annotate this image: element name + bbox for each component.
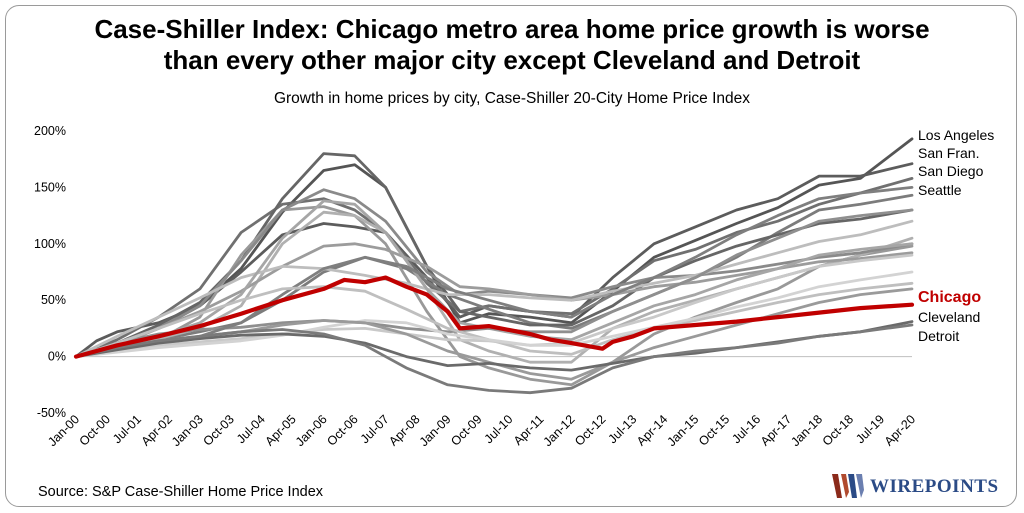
x-tick-label: Oct-09 [448, 412, 484, 448]
x-tick-label: Apr-17 [758, 412, 794, 448]
x-tick-label: Jul-19 [853, 412, 887, 446]
series-label-los-angeles: Los Angeles [918, 127, 994, 143]
chart-frame [5, 5, 1017, 507]
x-tick-label: Jul-13 [605, 412, 639, 446]
series-line-charlotte [74, 270, 914, 358]
x-tick-label: Oct-00 [77, 412, 113, 448]
series-label-chicago: Chicago [918, 289, 981, 306]
x-tick-label: Apr-20 [882, 412, 918, 448]
series-line-tampa [74, 199, 914, 358]
x-tick-label: Jan-06 [293, 412, 330, 449]
series-line-washington [74, 188, 914, 358]
y-tick-label: 150% [34, 180, 66, 194]
series-label-detroit: Detroit [918, 328, 959, 344]
chart-subtitle: Growth in home prices by city, Case-Shil… [273, 90, 751, 107]
chart-title-line-2: than every other major city except Cleve… [163, 45, 861, 75]
x-tick-label: Oct-06 [324, 412, 360, 448]
x-tick-label: Jul-07 [358, 412, 392, 446]
series-label-san-fran: San Fran. [918, 145, 979, 161]
series-line-denver [74, 208, 914, 358]
series-label-cleveland: Cleveland [918, 309, 980, 325]
x-tick-label: Jan-03 [169, 412, 206, 449]
chart-title: Case-Shiller Index: Chicago metro area h… [0, 14, 1024, 76]
x-tick-label: Oct-03 [201, 412, 237, 448]
series-line-chicago [73, 275, 915, 359]
x-tick-label: Apr-02 [139, 412, 175, 448]
y-tick-label: 100% [34, 237, 66, 251]
chart-title-line-1: Case-Shiller Index: Chicago metro area h… [94, 14, 930, 44]
series-label-seattle: Seattle [918, 182, 962, 198]
y-tick-label: 0% [48, 350, 66, 364]
x-tick-label: Jul-10 [482, 412, 516, 446]
wirepoints-logo-text: WIREPOINTS [870, 476, 999, 497]
series-line-detroit [74, 323, 914, 395]
x-tick-label: Jul-16 [729, 412, 763, 446]
series-line-new-york [74, 242, 914, 358]
x-tick-label: Apr-11 [511, 412, 547, 448]
wirepoints-logo: WIREPOINTS [830, 470, 1008, 502]
series-line-boston [74, 219, 914, 358]
x-tick-label: Jul-01 [110, 412, 144, 446]
source-note: Source: S&P Case-Shiller Home Price Inde… [38, 484, 324, 500]
series-line-las-vegas [74, 205, 914, 387]
x-tick-label: Jan-18 [788, 412, 825, 449]
x-tick-label: Apr-08 [386, 412, 422, 448]
x-tick-label: Oct-12 [572, 412, 608, 448]
x-tick-label: Apr-14 [634, 412, 670, 448]
x-tick-label: Jan-15 [664, 412, 701, 449]
series-line-portland [74, 186, 914, 358]
y-tick-label: 50% [41, 293, 66, 307]
x-tick-label: Jan-12 [541, 412, 578, 449]
series-line-san-diego [74, 177, 914, 358]
series-label-san-diego: San Diego [918, 163, 984, 179]
x-tick-label: Oct-15 [696, 412, 732, 448]
x-tick-label: Jan-09 [417, 412, 454, 449]
x-tick-label: Apr-05 [262, 412, 298, 448]
x-tick-label: Jul-04 [234, 412, 268, 446]
wirepoints-logo-icon [832, 474, 864, 498]
x-tick-label: Oct-18 [820, 412, 856, 448]
y-tick-label: 200% [34, 124, 66, 138]
y-tick-label: -50% [37, 406, 66, 420]
